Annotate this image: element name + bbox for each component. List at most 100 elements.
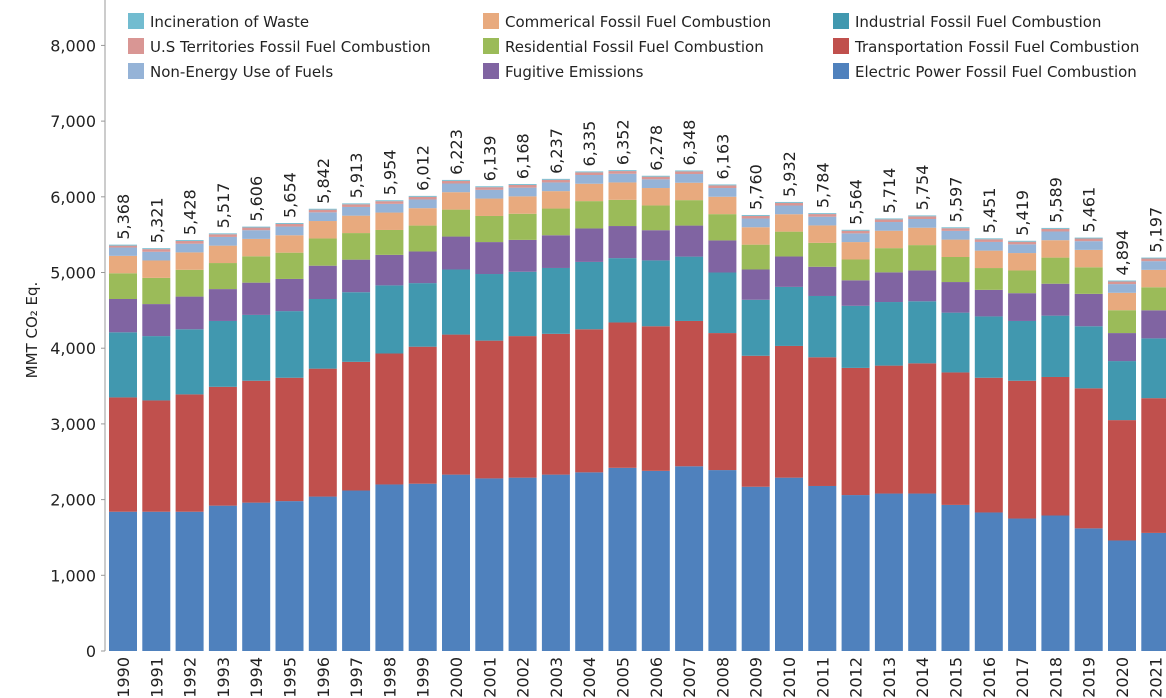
bar-segment	[941, 228, 970, 231]
bar-segment	[475, 215, 504, 243]
bar-segment	[442, 334, 470, 475]
legend-label: Commerical Fossil Fuel Combustion	[505, 13, 771, 31]
bar-segment	[874, 493, 903, 651]
bar-segment	[1041, 257, 1070, 284]
bar-segment	[775, 214, 803, 232]
legend-swatch	[483, 13, 499, 29]
bar-segment	[342, 292, 371, 362]
bar-segment	[342, 259, 371, 293]
bar-segment	[208, 233, 237, 235]
bar-segment	[708, 272, 737, 334]
x-tick-label: 2021	[1146, 657, 1165, 698]
bar-segment	[775, 202, 803, 206]
bar-segment	[541, 208, 570, 236]
bar-segment	[1008, 270, 1037, 294]
bar-segment	[508, 336, 537, 478]
bar-segment	[974, 238, 1003, 240]
bar-segment	[608, 322, 637, 468]
bar-segment	[342, 203, 371, 205]
bar-segment	[741, 269, 770, 300]
bar-segment	[974, 512, 1003, 651]
bar-segment	[575, 172, 604, 176]
bar-segment	[175, 296, 204, 330]
bar-segment	[1108, 292, 1136, 311]
bar-segment	[675, 174, 704, 183]
bar-segment	[974, 268, 1003, 290]
bar-segment	[908, 227, 937, 246]
bar-segment	[375, 353, 404, 485]
bar-segment	[109, 245, 137, 248]
bar-segment	[675, 466, 704, 651]
bar-segment	[1141, 287, 1166, 311]
bar-segment	[841, 233, 870, 243]
bar-segment	[508, 213, 537, 240]
x-tick-label: 2010	[780, 657, 799, 698]
bar-segment	[508, 187, 537, 197]
bar-segment	[941, 230, 970, 240]
bar-segment	[1074, 237, 1103, 239]
bar-segment	[375, 229, 404, 255]
bar-segment	[375, 254, 404, 286]
bar-segment	[142, 304, 171, 337]
bar-segment	[1141, 338, 1166, 399]
bar-segment	[508, 185, 537, 188]
bar-segment	[974, 239, 1003, 242]
total-label: 5,842	[314, 158, 333, 204]
total-label: 6,139	[480, 135, 499, 181]
bar-segment	[974, 241, 1003, 251]
x-tick-label: 1996	[314, 657, 333, 698]
bar-segment	[641, 176, 670, 180]
bar-segment	[1008, 320, 1037, 381]
bar-segment	[408, 208, 437, 226]
total-label: 5,451	[980, 188, 999, 234]
bar-segment	[1041, 515, 1070, 651]
bar-segment	[275, 311, 304, 378]
bar-segment	[208, 263, 237, 290]
bar-segment	[608, 182, 637, 200]
total-label: 5,368	[114, 194, 133, 240]
bar-segment	[908, 270, 937, 302]
bar-segment	[908, 215, 937, 217]
bar-segment	[175, 269, 204, 297]
x-tick-label: 1998	[380, 657, 399, 698]
total-label: 5,654	[281, 172, 300, 218]
bar-segment	[308, 238, 337, 266]
bar-segment	[575, 329, 604, 473]
bar-segment	[109, 397, 137, 512]
bar-segment	[408, 195, 437, 197]
bar-segment	[941, 239, 970, 257]
bar-segment	[175, 511, 204, 651]
bar-segment	[775, 205, 803, 215]
bar-segment	[841, 305, 870, 368]
bar-segment	[1141, 310, 1166, 339]
bar-segment	[841, 230, 870, 234]
bar-segment	[1141, 258, 1166, 262]
bar-segment	[175, 329, 204, 395]
total-label: 5,954	[380, 149, 399, 195]
bar-segment	[1008, 240, 1037, 242]
x-tick-label: 2012	[847, 657, 866, 698]
bar-segment	[308, 208, 337, 210]
total-label: 5,754	[913, 165, 932, 211]
x-tick-label: 2004	[580, 657, 599, 698]
x-tick-label: 2009	[747, 657, 766, 698]
bar-segment	[1008, 293, 1037, 321]
bar-segment	[874, 230, 903, 249]
total-label: 6,348	[680, 120, 699, 166]
bar-segment	[1108, 281, 1136, 285]
total-label: 5,428	[181, 189, 200, 235]
bar-segment	[841, 367, 870, 496]
bar-segment	[508, 477, 537, 651]
bar-segment	[208, 236, 237, 246]
total-label: 5,932	[780, 151, 799, 197]
bar-segment	[1108, 540, 1136, 651]
total-label: 5,419	[1013, 190, 1032, 236]
total-label: 5,564	[847, 179, 866, 225]
legend-label: Industrial Fossil Fuel Combustion	[855, 13, 1101, 31]
legend-label: Fugitive Emissions	[505, 63, 644, 81]
bar-segment	[175, 252, 204, 270]
bar-segment	[841, 495, 870, 651]
bar-segment	[575, 228, 604, 262]
bar-segment	[775, 477, 803, 651]
x-tick-label: 1999	[414, 657, 433, 698]
